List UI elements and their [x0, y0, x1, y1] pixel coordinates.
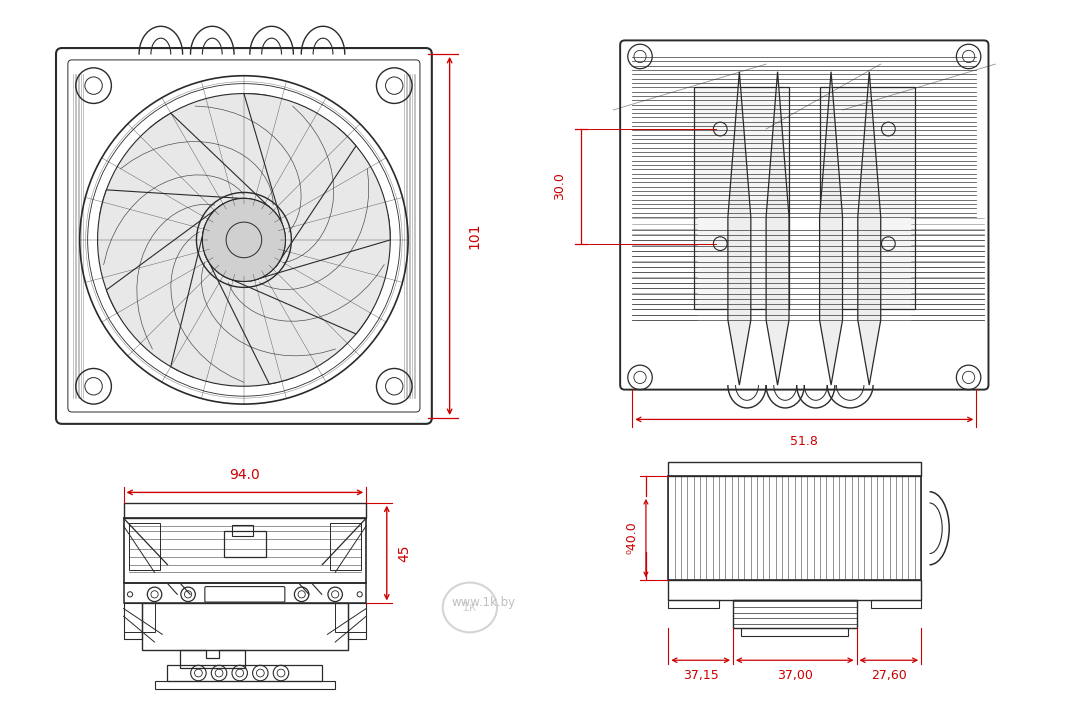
- Bar: [330, 523, 361, 570]
- Circle shape: [202, 198, 286, 281]
- Polygon shape: [819, 71, 842, 385]
- Text: 30.0: 30.0: [553, 172, 566, 200]
- Polygon shape: [98, 190, 251, 313]
- Polygon shape: [171, 226, 294, 386]
- Bar: [155, 681, 335, 689]
- Bar: [819, 87, 915, 309]
- Text: 1к: 1к: [462, 601, 478, 614]
- Bar: [668, 477, 921, 580]
- Text: 45: 45: [397, 544, 411, 562]
- Polygon shape: [766, 71, 789, 385]
- Bar: [142, 603, 348, 650]
- Text: 27,60: 27,60: [871, 668, 906, 681]
- Bar: [668, 580, 921, 600]
- Text: 51.8: 51.8: [790, 435, 818, 448]
- Polygon shape: [100, 113, 276, 214]
- Bar: [124, 583, 366, 603]
- Bar: [124, 603, 142, 640]
- Bar: [232, 525, 252, 536]
- Bar: [668, 462, 921, 477]
- Bar: [124, 603, 155, 632]
- Polygon shape: [251, 128, 390, 280]
- Bar: [741, 628, 848, 637]
- Polygon shape: [106, 204, 223, 378]
- Bar: [129, 523, 160, 570]
- Bar: [694, 87, 789, 309]
- Polygon shape: [150, 94, 286, 240]
- Bar: [168, 665, 322, 681]
- Bar: [224, 531, 265, 557]
- Bar: [335, 603, 366, 632]
- Polygon shape: [244, 94, 357, 267]
- Text: www.1k.by: www.1k.by: [451, 596, 516, 609]
- Polygon shape: [858, 71, 881, 385]
- Bar: [348, 603, 366, 640]
- Bar: [124, 503, 366, 518]
- Text: 37,00: 37,00: [777, 668, 813, 681]
- Bar: [732, 600, 857, 628]
- Text: ⁰40.0: ⁰40.0: [625, 522, 638, 554]
- Polygon shape: [205, 254, 371, 384]
- Text: 101: 101: [467, 223, 481, 249]
- Text: 94.0: 94.0: [230, 468, 260, 482]
- Polygon shape: [223, 214, 390, 334]
- Polygon shape: [728, 71, 751, 385]
- Text: 37,15: 37,15: [683, 668, 719, 681]
